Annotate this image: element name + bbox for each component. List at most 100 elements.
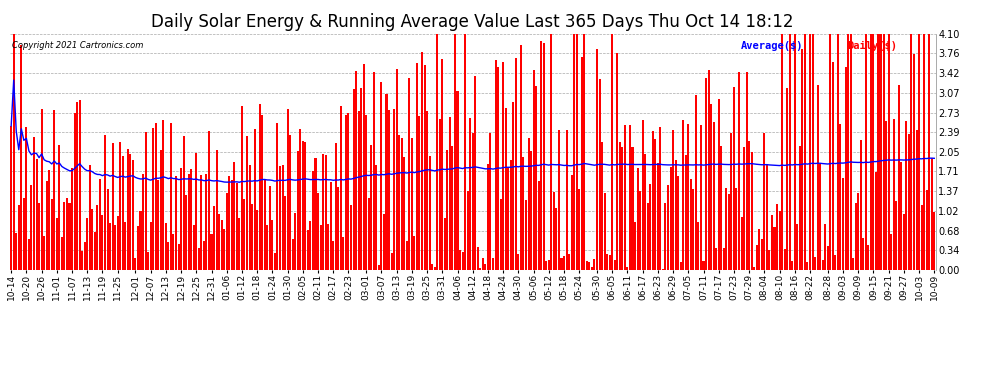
Bar: [94, 232, 96, 270]
Bar: [253, 129, 255, 270]
Bar: [434, 267, 436, 270]
Bar: [687, 124, 689, 270]
Title: Daily Solar Energy & Running Average Value Last 365 Days Thu Oct 14 18:12: Daily Solar Energy & Running Average Val…: [151, 13, 794, 31]
Bar: [464, 20, 466, 270]
Bar: [487, 164, 489, 270]
Bar: [198, 248, 200, 270]
Bar: [921, 205, 923, 270]
Bar: [799, 146, 801, 270]
Bar: [234, 162, 236, 270]
Bar: [533, 70, 535, 270]
Bar: [152, 128, 154, 270]
Bar: [431, 264, 434, 270]
Bar: [903, 214, 905, 270]
Bar: [49, 170, 50, 270]
Bar: [695, 95, 697, 270]
Text: Copyright 2021 Cartronics.com: Copyright 2021 Cartronics.com: [12, 41, 144, 50]
Bar: [929, 20, 931, 270]
Bar: [378, 264, 380, 270]
Bar: [13, 34, 15, 270]
Bar: [317, 193, 319, 270]
Bar: [497, 67, 499, 270]
Bar: [360, 88, 362, 270]
Bar: [84, 242, 86, 270]
Bar: [726, 188, 728, 270]
Bar: [558, 130, 560, 270]
Bar: [801, 49, 804, 270]
Bar: [741, 217, 742, 270]
Bar: [596, 49, 598, 270]
Bar: [778, 211, 780, 270]
Bar: [738, 72, 740, 270]
Bar: [185, 195, 187, 270]
Bar: [448, 117, 450, 270]
Bar: [510, 160, 512, 270]
Bar: [375, 165, 377, 270]
Bar: [550, 25, 552, 270]
Bar: [482, 258, 484, 270]
Bar: [251, 204, 253, 270]
Bar: [55, 217, 57, 270]
Bar: [347, 113, 349, 270]
Bar: [659, 128, 661, 270]
Text: Daily($): Daily($): [847, 41, 898, 51]
Bar: [667, 185, 669, 270]
Bar: [895, 201, 897, 270]
Bar: [335, 143, 337, 270]
Bar: [474, 76, 476, 270]
Bar: [477, 247, 479, 270]
Bar: [188, 174, 190, 270]
Bar: [167, 242, 169, 270]
Bar: [830, 32, 832, 270]
Bar: [216, 150, 218, 270]
Bar: [165, 223, 167, 270]
Bar: [804, 20, 806, 270]
Bar: [41, 108, 43, 270]
Bar: [421, 52, 423, 270]
Bar: [898, 86, 900, 270]
Bar: [380, 82, 382, 270]
Bar: [849, 20, 851, 270]
Bar: [50, 200, 52, 270]
Bar: [203, 240, 205, 270]
Bar: [46, 181, 48, 270]
Bar: [200, 175, 202, 270]
Bar: [640, 191, 642, 270]
Bar: [908, 134, 910, 270]
Bar: [135, 258, 137, 270]
Bar: [822, 260, 824, 270]
Bar: [872, 20, 874, 270]
Bar: [923, 20, 925, 270]
Bar: [294, 213, 296, 270]
Bar: [495, 60, 497, 270]
Bar: [563, 256, 565, 270]
Bar: [122, 156, 124, 270]
Bar: [644, 154, 646, 270]
Bar: [507, 168, 509, 270]
Bar: [536, 86, 538, 270]
Bar: [906, 122, 908, 270]
Bar: [842, 177, 844, 270]
Bar: [256, 210, 258, 270]
Bar: [492, 258, 494, 270]
Bar: [543, 43, 545, 270]
Bar: [117, 216, 119, 270]
Bar: [555, 209, 557, 270]
Bar: [406, 242, 408, 270]
Bar: [439, 119, 441, 270]
Bar: [302, 141, 304, 270]
Bar: [926, 190, 928, 270]
Bar: [796, 224, 798, 270]
Bar: [867, 245, 869, 270]
Bar: [429, 156, 431, 270]
Bar: [586, 261, 588, 270]
Bar: [442, 59, 444, 270]
Bar: [211, 234, 213, 270]
Bar: [611, 20, 613, 270]
Bar: [370, 145, 372, 270]
Bar: [226, 193, 228, 270]
Bar: [565, 130, 567, 270]
Bar: [352, 89, 354, 270]
Bar: [931, 158, 933, 270]
Bar: [28, 239, 30, 270]
